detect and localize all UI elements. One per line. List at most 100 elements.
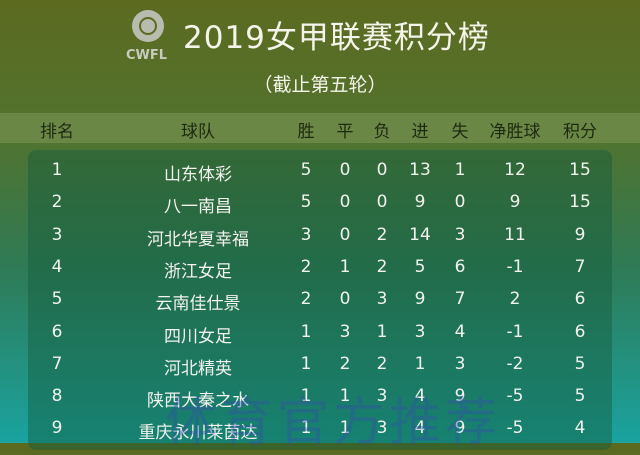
cell-goals-against: 1 xyxy=(454,160,466,180)
cell-team: 河北华夏幸福 xyxy=(147,229,249,250)
cell-losses: 2 xyxy=(376,224,388,245)
table-row: 7 河北精英 1 2 2 1 3 -2 5 xyxy=(0,354,640,386)
cell-draws: 1 xyxy=(339,418,351,439)
column-header-rank: 排名 xyxy=(40,122,74,142)
cell-goal-diff: -1 xyxy=(506,321,524,342)
cell-goals-for: 3 xyxy=(414,321,426,342)
column-header-goals-for: 进 xyxy=(411,122,429,142)
cell-draws: 0 xyxy=(339,224,351,245)
cell-goals-for: 5 xyxy=(414,256,426,277)
cell-points: 6 xyxy=(574,289,586,310)
column-header-goal-diff: 净胜球 xyxy=(489,122,541,142)
table-row: 1 山东体彩 5 0 0 13 1 12 15 xyxy=(0,160,640,192)
table-row: 4 浙江女足 2 1 2 5 6 -1 7 xyxy=(0,257,640,289)
cell-rank: 6 xyxy=(51,321,63,342)
table-header: 排名 球队 胜 平负进 失净胜球 积分 xyxy=(0,113,640,143)
cell-points: 5 xyxy=(574,353,586,374)
cell-goal-diff: 12 xyxy=(504,160,526,180)
cell-draws: 0 xyxy=(339,289,351,310)
cell-wins: 5 xyxy=(300,192,312,213)
cell-goal-diff: -5 xyxy=(506,386,524,407)
cell-points: 6 xyxy=(574,321,586,342)
column-header-points: 积分 xyxy=(563,122,597,142)
cell-draws: 2 xyxy=(339,353,351,374)
cell-losses: 0 xyxy=(376,192,388,213)
table-row: 3 河北华夏幸福 3 0 2 14 3 11 9 xyxy=(0,225,640,257)
cell-rank: 1 xyxy=(51,160,63,180)
cell-draws: 0 xyxy=(339,192,351,213)
cell-rank: 2 xyxy=(51,192,63,213)
cell-draws: 1 xyxy=(339,386,351,407)
page-subtitle: （截止第五轮） xyxy=(253,74,387,96)
table-row: 6 四川女足 1 3 1 3 4 -1 6 xyxy=(0,322,640,354)
cell-wins: 3 xyxy=(300,224,312,245)
cell-rank: 7 xyxy=(51,353,63,374)
cell-losses: 3 xyxy=(376,418,388,439)
watermark: 体育官方推荐 xyxy=(165,393,502,453)
cell-rank: 4 xyxy=(51,256,63,277)
cell-wins: 2 xyxy=(300,289,312,310)
cell-team: 八一南昌 xyxy=(164,197,232,218)
cell-losses: 2 xyxy=(376,256,388,277)
cwfl-logo: CWFL xyxy=(126,10,172,65)
cell-goals-against: 9 xyxy=(454,386,466,407)
cell-goals-against: 3 xyxy=(454,224,466,245)
table-row: 8 陕西大秦之水 1 1 3 4 9 -5 5 xyxy=(0,386,640,418)
cell-team: 云南佳仕景 xyxy=(155,294,241,315)
cell-rank: 5 xyxy=(51,289,63,310)
cell-losses: 3 xyxy=(376,386,388,407)
cell-goals-against: 9 xyxy=(454,418,466,439)
cell-goal-diff: 11 xyxy=(504,224,526,245)
cell-wins: 1 xyxy=(300,386,312,407)
cell-points: 5 xyxy=(574,386,586,407)
cell-rank: 8 xyxy=(51,386,63,407)
cell-losses: 0 xyxy=(376,160,388,180)
cell-losses: 3 xyxy=(376,289,388,310)
cell-goals-for: 9 xyxy=(414,192,426,213)
cell-wins: 1 xyxy=(300,353,312,374)
cell-wins: 5 xyxy=(300,160,312,180)
cell-wins: 2 xyxy=(300,256,312,277)
cell-points: 15 xyxy=(569,160,591,180)
cell-goals-for: 13 xyxy=(409,160,431,180)
cell-losses: 1 xyxy=(376,321,388,342)
cell-wins: 1 xyxy=(300,418,312,439)
cell-draws: 3 xyxy=(339,321,351,342)
cell-goal-diff: 2 xyxy=(509,289,521,310)
table-row: 9 重庆永川莱茵达 1 1 3 4 9 -5 4 xyxy=(0,418,640,450)
table-row: 5 云南佳仕景 2 0 3 9 7 2 6 xyxy=(0,289,640,321)
column-header-wins: 胜 xyxy=(297,122,315,142)
cell-goals-against: 4 xyxy=(454,321,466,342)
column-header-team: 球队 xyxy=(181,122,215,142)
column-header-goals-against: 失 xyxy=(451,122,469,142)
cell-wins: 1 xyxy=(300,321,312,342)
logo-emblem-icon xyxy=(132,10,164,42)
cell-goals-against: 7 xyxy=(454,289,466,310)
cell-draws: 1 xyxy=(339,256,351,277)
cell-team: 山东体彩 xyxy=(164,165,232,185)
table-panel xyxy=(28,150,612,450)
cell-goals-for: 4 xyxy=(414,386,426,407)
cell-goal-diff: -2 xyxy=(506,353,524,374)
cell-goal-diff: -5 xyxy=(506,418,524,439)
cell-goals-against: 3 xyxy=(454,353,466,374)
column-header-losses: 负 xyxy=(373,122,391,142)
cell-goals-against: 6 xyxy=(454,256,466,277)
cell-goal-diff: 9 xyxy=(509,192,521,213)
cell-goals-for: 4 xyxy=(414,418,426,439)
cell-points: 7 xyxy=(574,256,586,277)
cell-team: 重庆永川莱茵达 xyxy=(138,423,258,444)
column-header-draws: 平 xyxy=(336,122,354,142)
cell-points: 9 xyxy=(574,224,586,245)
cell-team: 浙江女足 xyxy=(164,261,232,282)
cell-goals-for: 14 xyxy=(409,224,431,245)
cell-points: 15 xyxy=(569,192,591,213)
cell-draws: 0 xyxy=(339,160,351,180)
cell-team: 陕西大秦之水 xyxy=(147,391,249,412)
cell-team: 四川女足 xyxy=(164,326,232,347)
cell-goals-for: 1 xyxy=(414,353,426,374)
cell-goals-against: 0 xyxy=(454,192,466,213)
cell-team: 河北精英 xyxy=(164,358,232,379)
cell-goal-diff: -1 xyxy=(506,256,524,277)
cell-goals-for: 9 xyxy=(414,289,426,310)
